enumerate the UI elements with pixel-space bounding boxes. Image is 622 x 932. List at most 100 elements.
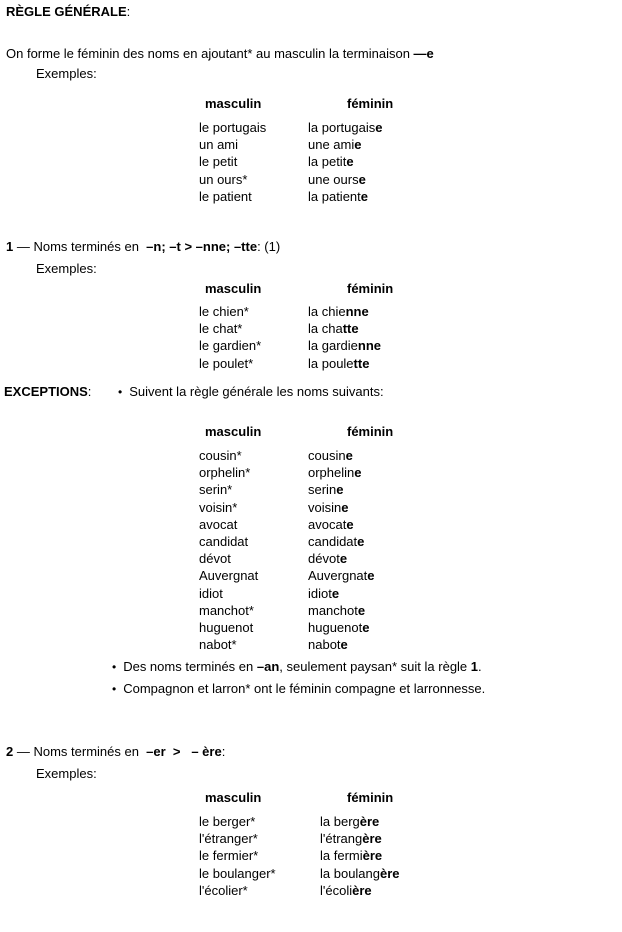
masculin-cell: nabot* (199, 637, 237, 653)
masculin-cell: le poulet* (199, 355, 254, 371)
feminin-base: la boulang (320, 865, 380, 881)
feminin-ending: e (357, 602, 366, 618)
masculin-cell: le patient (199, 188, 252, 204)
exemples-label: Exemples: (36, 261, 97, 276)
table-row: huguenot huguenote (199, 619, 375, 636)
section1-rule: –n; –t > –nne; –tte (146, 239, 258, 254)
feminin-cell: une amie (308, 137, 361, 152)
table-row: idiot idiote (199, 585, 375, 602)
feminin-ending: tte (353, 355, 370, 371)
feminin-ending: e (331, 585, 340, 601)
feminin-base: une ours (308, 171, 359, 187)
examples-table-general: le portugais la portugaise un ami une amie… (199, 119, 382, 205)
masculin-cell: le fermier* (199, 848, 259, 864)
masculin-cell: manchot* (199, 602, 254, 618)
masculin-cell: dévot (199, 551, 231, 567)
feminin-ending: e (341, 499, 349, 515)
note1-bold-rule: 1 (470, 659, 479, 674)
feminin-base: la patient (308, 188, 361, 204)
table-row: cousin* cousine (199, 447, 375, 464)
feminin-cell: manchote (308, 603, 365, 618)
table-row: un ami une amie (199, 136, 382, 153)
feminin-cell: la patiente (308, 189, 368, 204)
feminin-ending: e (340, 637, 348, 653)
table-row: le berger* la bergère (199, 813, 400, 830)
feminin-ending: ère (359, 814, 380, 829)
feminin-ending: e (375, 120, 383, 135)
feminin-base: la cha (308, 321, 343, 337)
feminin-ending: ère (362, 848, 383, 864)
feminin-base: idiot (308, 585, 332, 601)
examples-table-section2: le berger* la bergère l'étranger* l'étrang… (199, 813, 400, 899)
feminin-ending: e (367, 568, 375, 584)
page-title-text: RÈGLE GÉNÉRALE (6, 4, 127, 19)
feminin-ending: e (339, 551, 348, 567)
feminin-cell: la chatte (308, 321, 359, 336)
masculin-cell: avocat (199, 516, 238, 532)
feminin-ending: e (346, 516, 354, 532)
note2-text: Compagnon et larron* ont le féminin comp… (123, 681, 486, 696)
table-row: dévot dévote (199, 550, 375, 567)
feminin-cell: cousine (308, 448, 353, 463)
feminin-base: candidat (308, 534, 358, 550)
table-header-section1: masculin féminin (205, 281, 393, 297)
feminin-cell: la fermière (320, 848, 382, 863)
masculin-cell: le portugais (199, 120, 267, 135)
examples-table-exceptions: cousin* cousine orphelin* orpheline serin*… (199, 447, 375, 653)
feminin-base: avocat (308, 516, 347, 532)
table-row: le portugais la portugaise (199, 119, 382, 136)
feminin-cell: nabote (308, 637, 348, 652)
table-row: Auvergnat Auvergnate (199, 567, 375, 584)
table-header-exceptions: masculin féminin (205, 424, 393, 440)
bullet-icon: • (112, 682, 117, 696)
exceptions-intro-bullet: • Suivent la règle générale les noms suiv… (118, 384, 384, 400)
note1-bold-an: –an (256, 659, 280, 674)
page-title-colon: : (126, 4, 131, 19)
feminin-cell: avocate (308, 517, 354, 532)
masculin-cell: un ours* (199, 171, 248, 187)
feminin-cell: voisine (308, 500, 348, 515)
feminin-header: féminin (347, 96, 394, 111)
exemples-label: Exemples: (36, 766, 97, 781)
table-row: l'écolier* l'écolière (199, 882, 400, 899)
feminin-ending: e (345, 448, 353, 463)
feminin-ending: e (354, 137, 362, 153)
feminin-base: l'étrang (320, 831, 363, 847)
table-row: le gardien* la gardienne (199, 337, 381, 354)
masculin-cell: Auvergnat (199, 568, 259, 584)
page-title: RÈGLE GÉNÉRALE: (6, 4, 130, 20)
section1-heading: 1 — Noms terminés en –n; –t > –nne; –tte… (6, 239, 280, 255)
table-row: un ours* une ourse (199, 171, 382, 188)
feminin-cell: l'étrangère (320, 831, 382, 846)
masculin-cell: voisin* (199, 499, 238, 515)
masculin-header: masculin (205, 281, 262, 296)
feminin-cell: dévote (308, 551, 347, 566)
section2-number: 2 (6, 744, 14, 759)
table-row: candidat candidate (199, 533, 375, 550)
general-rule-sentence: On forme le féminin des noms en ajoutant… (6, 46, 434, 62)
masculin-cell: candidat (199, 534, 249, 550)
note1-pre: Des noms terminés en (123, 659, 257, 674)
feminin-cell: huguenote (308, 620, 369, 635)
feminin-base: cousin (308, 448, 346, 463)
masculin-cell: idiot (199, 585, 223, 601)
masculin-cell: le petit (199, 154, 238, 170)
feminin-cell: la petite (308, 154, 354, 169)
section1-number: 1 (6, 239, 14, 254)
exceptions-heading: EXCEPTIONS: (4, 384, 91, 400)
exceptions-note-an: • Des noms terminés en –an, seulement pay… (112, 659, 482, 675)
masculin-cell: le berger* (199, 814, 256, 829)
general-rule-text: On forme le féminin des noms en ajoutant… (6, 46, 414, 61)
masculin-cell: serin* (199, 482, 233, 498)
feminin-ending: ère (362, 831, 382, 847)
table-row: orphelin* orpheline (199, 464, 375, 481)
feminin-cell: la portugaise (308, 120, 382, 135)
general-rule-ending: —e (413, 46, 434, 61)
examples-table-section1: le chien* la chienne le chat* la chatte le… (199, 303, 381, 372)
feminin-cell: Auvergnate (308, 568, 375, 583)
feminin-header: féminin (347, 790, 394, 805)
table-row: voisin* voisine (199, 499, 375, 516)
exceptions-heading-text: EXCEPTIONS (4, 384, 88, 399)
table-header-general: masculin féminin (205, 96, 393, 112)
